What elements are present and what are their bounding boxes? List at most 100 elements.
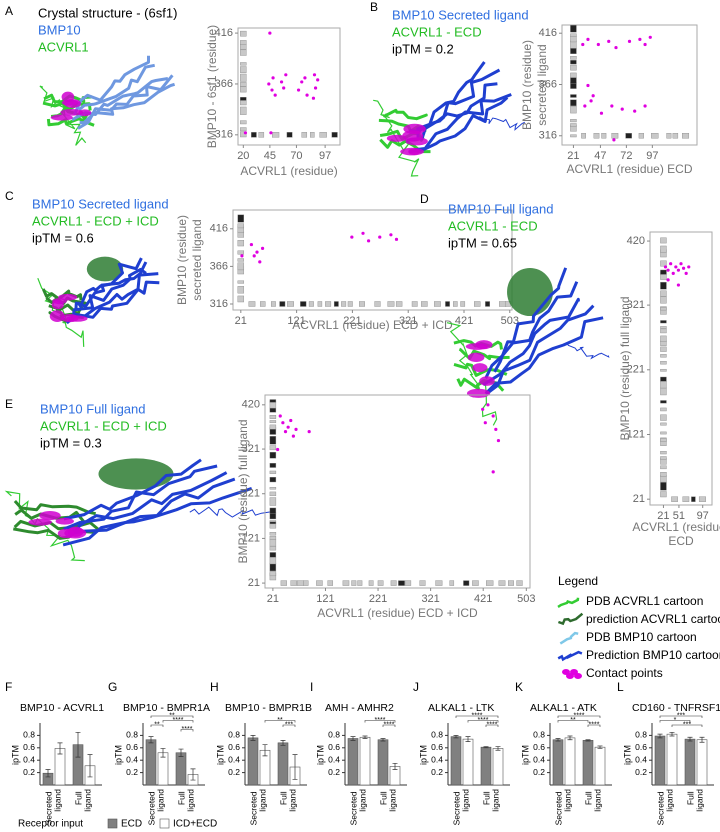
residue-marker	[660, 282, 667, 290]
error-bar	[453, 735, 459, 739]
y-tick-label: 0.4	[228, 754, 240, 764]
y-tick-label: 0.4	[126, 754, 138, 764]
contact-point	[612, 138, 616, 142]
residue-marker	[269, 463, 277, 468]
x-tick-label: 221	[343, 315, 361, 327]
ligand-ribbon	[76, 257, 143, 308]
chart-title: AMH - AMHR2	[325, 702, 394, 714]
residue-marker	[651, 133, 659, 139]
contact-blob	[39, 511, 61, 521]
contact-blob	[61, 99, 79, 106]
residue-marker	[660, 320, 667, 324]
residue-marker	[240, 131, 247, 138]
panel-label: K	[515, 680, 523, 694]
contact-point	[296, 88, 301, 92]
legend-label: Prediction BMP10 cartoon	[586, 648, 720, 662]
residue-marker	[316, 580, 323, 586]
significance-label: ****	[182, 726, 193, 733]
contact-point	[307, 430, 311, 434]
ligand-tail	[189, 506, 273, 518]
residue-marker	[280, 580, 287, 586]
chart-title: BMP10 - ACVRL1	[20, 702, 104, 714]
residue-marker	[269, 571, 277, 577]
x-tick-label: 45	[264, 150, 276, 162]
significance-label: ****	[574, 712, 585, 719]
residue-marker	[660, 376, 667, 382]
contact-point	[255, 250, 259, 254]
significance-bracket	[150, 724, 164, 727]
ligand-ribbon	[77, 74, 174, 130]
x-tick-label: Secreted ligand	[554, 789, 573, 826]
plot-frame	[232, 209, 513, 311]
residue-marker	[387, 301, 395, 307]
chart-title: CD160 - TNFRSF14	[632, 702, 720, 714]
y-axis-label: ipTM	[113, 745, 123, 765]
residue-marker	[660, 387, 667, 396]
y-tick-label: 420	[242, 399, 260, 411]
residue-marker	[672, 133, 679, 139]
error-bar	[280, 740, 286, 746]
error-bar	[45, 769, 51, 778]
residue-marker	[411, 301, 418, 307]
receptor-ribbon	[41, 288, 83, 301]
x-tick-label: 221	[369, 593, 387, 605]
residue-marker	[581, 133, 586, 139]
contact-point	[481, 407, 485, 411]
ligand-ribbon	[79, 82, 176, 125]
contact-point	[586, 83, 590, 88]
contact-blob	[67, 526, 84, 537]
x-tick-label: 421	[455, 315, 473, 327]
error-bar	[250, 735, 256, 741]
contact-point	[648, 35, 652, 39]
residue-marker	[660, 407, 667, 412]
significance-label: ****	[478, 717, 489, 724]
significance-label: **	[169, 712, 175, 719]
x-tick-label: Secreted ligand	[44, 789, 63, 826]
y-tick-label: 0.8	[431, 730, 443, 740]
residue-marker	[269, 563, 277, 572]
significance-label: ***	[677, 712, 685, 719]
significance-bracket	[180, 729, 194, 732]
contact-point	[607, 39, 611, 44]
residue-marker	[240, 43, 247, 50]
y-tick-label: 121	[627, 428, 645, 440]
x-axis-label: ACVRL1 (residue)	[240, 164, 337, 178]
significance-bracket	[557, 715, 601, 718]
contact-point	[589, 99, 593, 103]
caption: BMP10 Secreted ligand	[32, 196, 169, 211]
residue-marker	[570, 94, 577, 98]
residue-marker	[445, 301, 450, 307]
bar	[450, 736, 462, 786]
residue-marker	[269, 521, 277, 525]
residue-marker	[279, 301, 286, 307]
y-tick-label: 416	[210, 223, 228, 235]
y-tick-label: 0.4	[23, 754, 35, 764]
y-axis-label: ipTM	[622, 745, 632, 765]
y-axis-label: BMP10 (residue)	[520, 40, 534, 130]
residue-marker	[331, 132, 338, 138]
significance-bracket	[282, 724, 296, 727]
residue-marker	[682, 133, 690, 139]
receptor-domain	[98, 458, 174, 490]
residue-marker	[660, 260, 667, 267]
ligand-ribbon	[484, 316, 604, 395]
y-axis-label: secreted ligand	[535, 44, 549, 125]
residue-marker	[237, 250, 245, 255]
y-tick-label: 0.4	[635, 754, 647, 764]
residue-marker	[319, 132, 327, 138]
ligand-tail	[561, 343, 610, 360]
contact-blob	[28, 518, 52, 526]
panel-label: C	[5, 189, 14, 203]
residue-marker	[240, 30, 247, 37]
contact-point	[581, 42, 585, 47]
contact-point	[276, 447, 280, 452]
contact-point	[252, 254, 256, 258]
legend-icon	[557, 597, 580, 608]
residue-marker	[660, 245, 667, 253]
residue-marker	[660, 368, 667, 372]
caption: BMP10	[38, 22, 81, 37]
contact-point	[300, 80, 304, 84]
plot-frame	[649, 231, 713, 506]
error-bar	[178, 748, 184, 757]
residue-marker	[666, 133, 672, 139]
